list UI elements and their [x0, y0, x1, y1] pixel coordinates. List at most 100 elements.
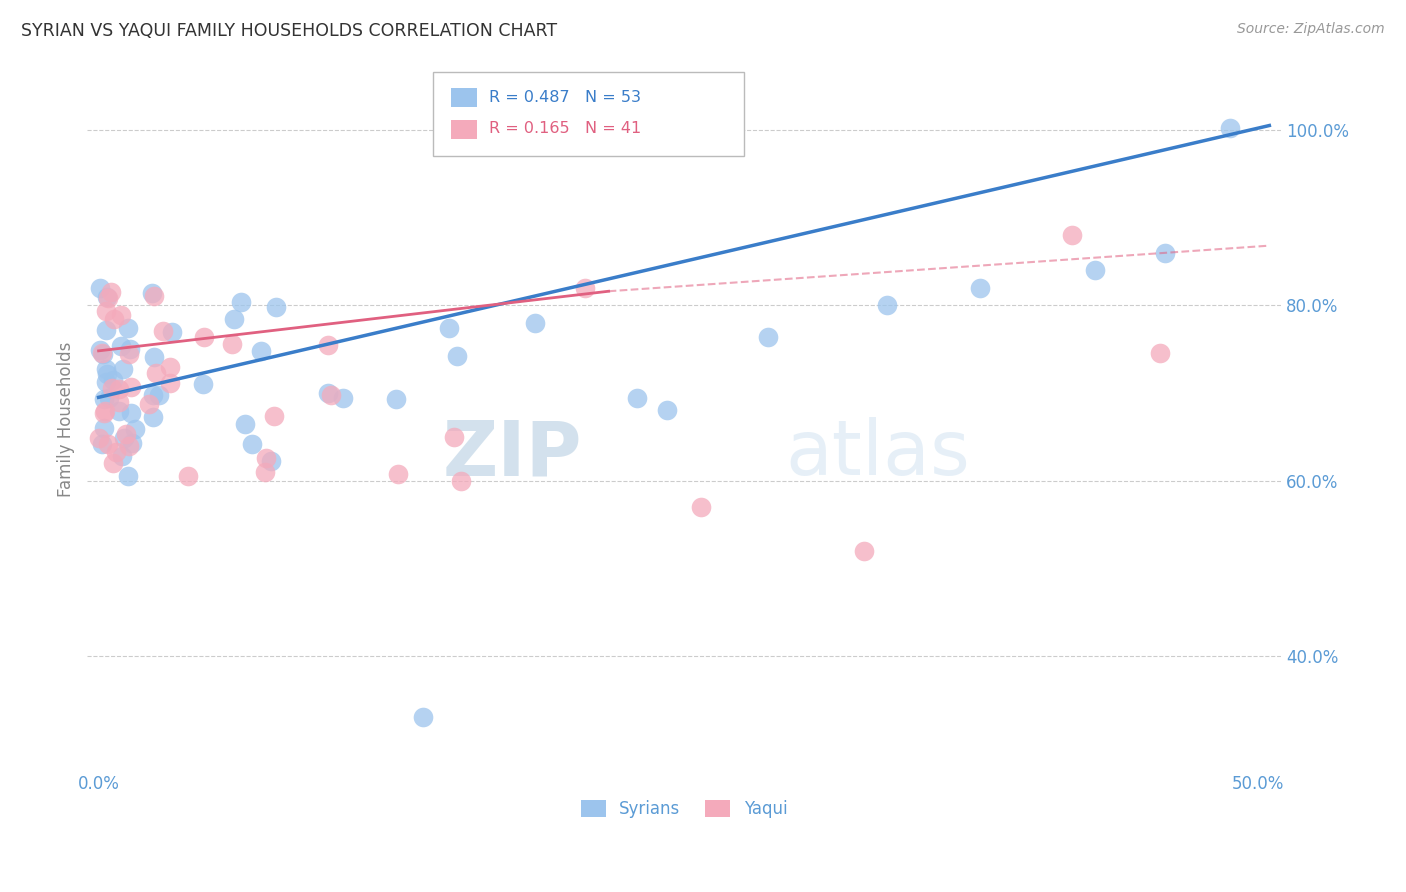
- Point: [110, 339, 132, 353]
- Point: [148, 388, 170, 402]
- Point: [263, 409, 285, 424]
- Text: SYRIAN VS YAQUI FAMILY HOUSEHOLDS CORRELATION CHART: SYRIAN VS YAQUI FAMILY HOUSEHOLDS CORREL…: [21, 22, 557, 40]
- Point: [101, 381, 124, 395]
- Point: [439, 321, 461, 335]
- Point: [655, 403, 678, 417]
- Point: [969, 281, 991, 295]
- Point: [523, 316, 546, 330]
- Point: [100, 285, 122, 299]
- Point: [93, 406, 115, 420]
- Point: [254, 465, 277, 479]
- Point: [160, 325, 183, 339]
- Point: [117, 321, 139, 335]
- Point: [1062, 228, 1084, 243]
- Point: [852, 543, 875, 558]
- Point: [626, 391, 648, 405]
- Text: R = 0.487   N = 53: R = 0.487 N = 53: [489, 90, 641, 104]
- Point: [93, 421, 115, 435]
- Point: [450, 474, 472, 488]
- Legend: Syrians, Yaqui: Syrians, Yaqui: [574, 793, 794, 825]
- Point: [94, 404, 117, 418]
- Point: [876, 298, 898, 312]
- Point: [97, 291, 120, 305]
- Point: [120, 342, 142, 356]
- Point: [138, 397, 160, 411]
- Point: [316, 338, 339, 352]
- Point: [96, 367, 118, 381]
- Point: [159, 376, 181, 390]
- Point: [94, 361, 117, 376]
- Point: [159, 360, 181, 375]
- Point: [94, 375, 117, 389]
- Text: ZIP: ZIP: [443, 417, 582, 491]
- Point: [96, 323, 118, 337]
- Point: [1154, 245, 1177, 260]
- Point: [1084, 263, 1107, 277]
- Point: [1149, 346, 1171, 360]
- Point: [107, 403, 129, 417]
- Point: [240, 437, 263, 451]
- Point: [97, 436, 120, 450]
- Point: [756, 330, 779, 344]
- Point: [94, 303, 117, 318]
- Point: [385, 392, 408, 406]
- Point: [120, 380, 142, 394]
- Point: [193, 330, 215, 344]
- Point: [574, 281, 596, 295]
- Point: [97, 391, 120, 405]
- Point: [115, 427, 138, 442]
- Point: [118, 439, 141, 453]
- Point: [1219, 121, 1241, 136]
- Point: [221, 337, 243, 351]
- Point: [412, 710, 434, 724]
- Point: [108, 395, 131, 409]
- Point: [111, 361, 134, 376]
- Point: [264, 301, 287, 315]
- Point: [332, 391, 354, 405]
- Point: [142, 289, 165, 303]
- Point: [105, 444, 128, 458]
- Point: [321, 388, 343, 402]
- Point: [91, 346, 114, 360]
- Text: atlas: atlas: [786, 417, 970, 491]
- Point: [91, 347, 114, 361]
- Point: [191, 376, 214, 391]
- Point: [446, 349, 468, 363]
- Point: [118, 347, 141, 361]
- Point: [90, 437, 112, 451]
- Point: [152, 325, 174, 339]
- Point: [111, 449, 134, 463]
- Point: [103, 311, 125, 326]
- Point: [124, 422, 146, 436]
- Point: [121, 406, 143, 420]
- Point: [142, 387, 165, 401]
- Point: [250, 344, 273, 359]
- Text: R = 0.165   N = 41: R = 0.165 N = 41: [489, 121, 641, 136]
- Point: [224, 311, 246, 326]
- Text: Source: ZipAtlas.com: Source: ZipAtlas.com: [1237, 22, 1385, 37]
- Point: [108, 382, 131, 396]
- Point: [316, 386, 339, 401]
- Point: [177, 468, 200, 483]
- Point: [387, 467, 409, 481]
- Point: [229, 295, 252, 310]
- Point: [89, 281, 111, 295]
- Point: [690, 500, 713, 514]
- Bar: [451, 120, 478, 138]
- Bar: [451, 88, 478, 107]
- Point: [103, 373, 125, 387]
- Y-axis label: Family Households: Family Households: [58, 342, 75, 497]
- Point: [87, 431, 110, 445]
- Point: [141, 285, 163, 300]
- Point: [142, 410, 165, 425]
- Point: [96, 290, 118, 304]
- Point: [254, 450, 277, 465]
- Point: [117, 469, 139, 483]
- Point: [142, 351, 165, 365]
- Point: [145, 366, 167, 380]
- Point: [112, 431, 135, 445]
- Point: [443, 430, 465, 444]
- Point: [101, 456, 124, 470]
- Point: [93, 392, 115, 407]
- FancyBboxPatch shape: [433, 72, 744, 156]
